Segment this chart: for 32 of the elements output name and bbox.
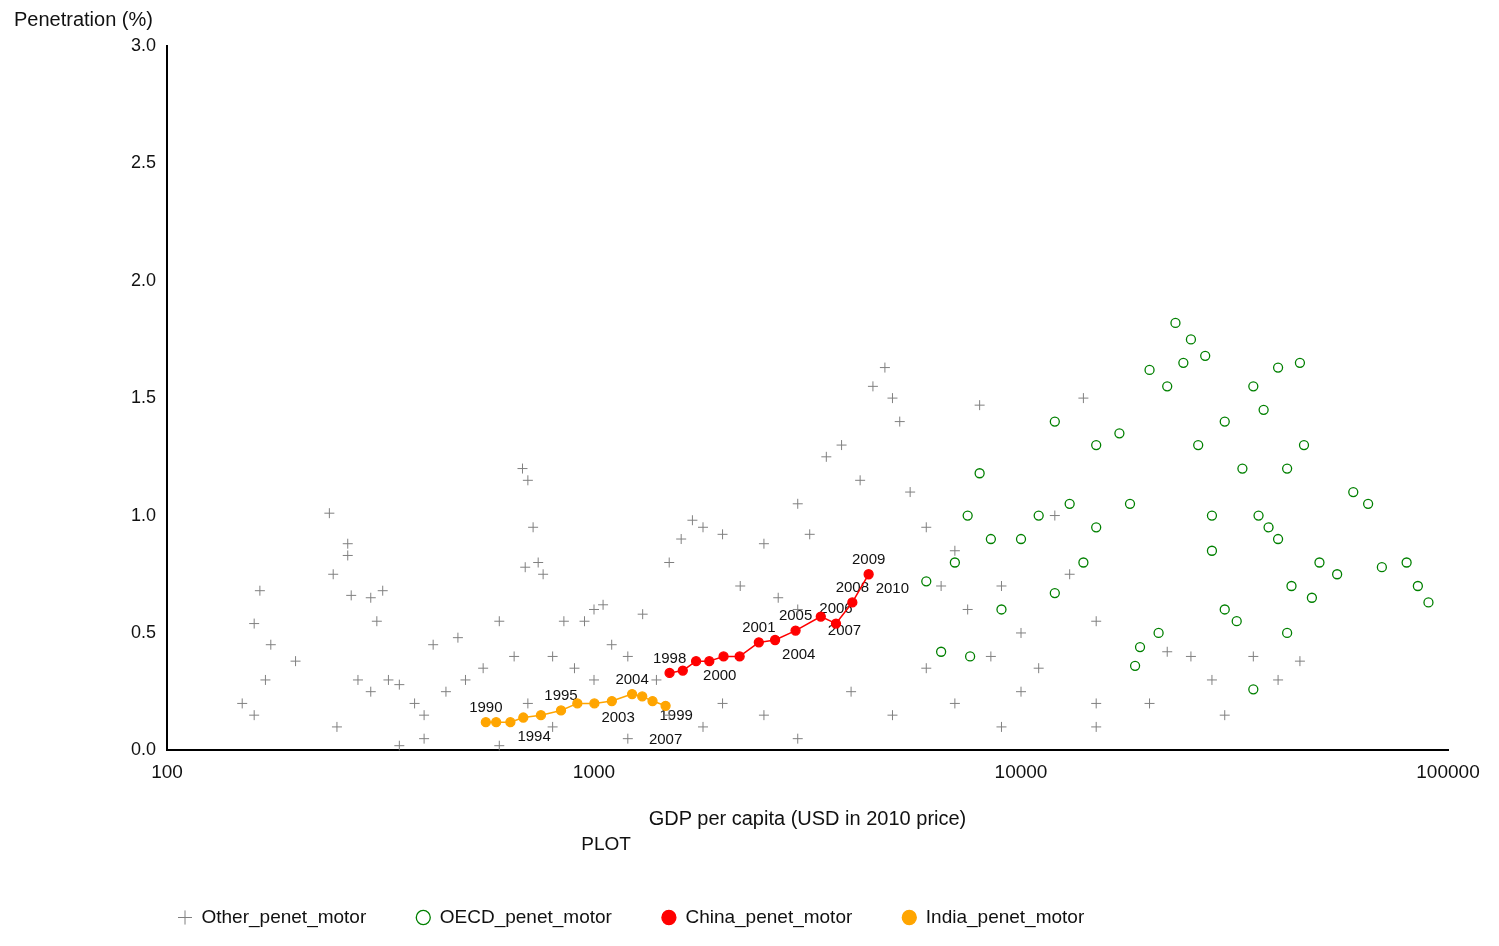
annotation: 1995 (544, 686, 578, 704)
annotation: 2010 (875, 578, 910, 596)
annotation: 2004 (615, 669, 649, 687)
x-tick-label: 100 (151, 761, 183, 783)
x-tick-label: 1000 (572, 761, 616, 783)
annotation: 2009 (851, 549, 886, 567)
annotation: 2000 (703, 665, 737, 683)
x-tick-label: 100000 (1416, 761, 1480, 783)
y-tick-label: 2.0 (130, 269, 157, 290)
y-tick-label: 2.5 (130, 152, 157, 173)
annotation: 2005 (778, 606, 813, 624)
annotation: 1994 (517, 726, 551, 744)
legend-label: India_penet_motor (925, 905, 1085, 928)
legend-label: Other_penet_motor (201, 905, 367, 928)
y-axis-title: Penetration (%) (14, 8, 154, 32)
legend-label: China_penet_motor (685, 905, 853, 928)
x-tick-label: 10000 (994, 761, 1048, 783)
y-tick-label: 3.0 (130, 34, 157, 55)
annotation: 2007 (648, 730, 683, 748)
annotation: 1998 (652, 648, 687, 666)
annotation: 1999 (659, 705, 693, 723)
annotation: 1990 (469, 697, 503, 715)
annotation: 2004 (782, 644, 816, 662)
y-tick-label: 0.5 (130, 621, 157, 642)
legend-title: PLOT (581, 832, 632, 854)
y-tick-label: 1.5 (130, 387, 157, 408)
legend-label: OECD_penet_motor (439, 905, 613, 928)
x-axis-title: GDP per capita (USD in 2010 price) (648, 806, 967, 829)
annotation: 2001 (742, 618, 776, 635)
y-tick-label: 1.0 (130, 504, 157, 525)
y-tick-label: 0.0 (130, 739, 157, 760)
annotation: 2003 (601, 708, 635, 726)
